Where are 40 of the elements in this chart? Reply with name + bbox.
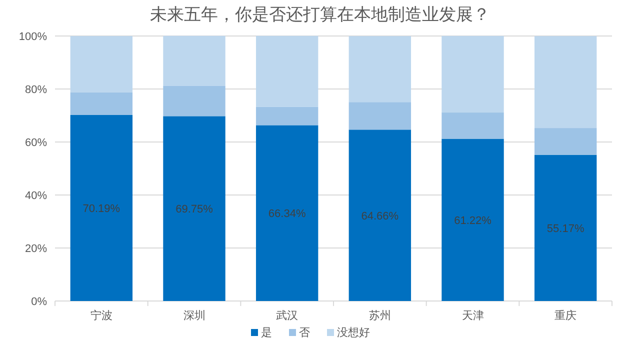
bar — [163, 116, 226, 301]
y-tick-label: 60% — [24, 137, 48, 149]
bar — [442, 138, 504, 301]
x-tick-label: 宁波 — [90, 309, 112, 322]
data-label: 55.17% — [546, 222, 584, 235]
bar — [163, 86, 226, 116]
x-tick-label: 深圳 — [183, 309, 206, 322]
data-label: 64.66% — [361, 210, 399, 222]
data-label: 66.34% — [268, 208, 306, 220]
bar — [70, 36, 133, 92]
bar — [348, 36, 412, 102]
bar — [534, 128, 597, 155]
data-label: 69.75% — [176, 204, 214, 216]
bar — [348, 102, 412, 130]
bar — [256, 106, 318, 126]
y-tick-label: 80% — [24, 84, 48, 96]
bar — [442, 36, 504, 113]
bar — [534, 36, 597, 128]
x-tick-label: 天津 — [462, 309, 484, 322]
x-tick-label: 重庆 — [554, 309, 577, 322]
y-tick-label: 20% — [24, 243, 48, 255]
data-label: 70.19% — [82, 203, 120, 215]
y-tick-label: 0% — [31, 296, 48, 308]
bar — [163, 36, 226, 86]
y-tick-label: 100% — [18, 31, 48, 43]
bar — [70, 92, 133, 115]
chart-title: 未来五年，你是否还打算在本地制造业发展？ — [150, 5, 490, 24]
bar — [256, 36, 318, 107]
x-tick-label: 苏州 — [368, 309, 391, 322]
y-tick-label: 40% — [24, 190, 48, 202]
x-tick-label: 武汉 — [276, 309, 298, 322]
data-label: 61.22% — [454, 214, 492, 227]
bar — [534, 154, 597, 301]
legend-label: 是 — [261, 327, 272, 339]
bar — [348, 130, 412, 301]
bar — [442, 112, 504, 139]
bar — [70, 114, 133, 301]
legend-label: 否 — [299, 327, 310, 339]
legend-label: 没想好 — [337, 326, 370, 339]
bar — [256, 125, 318, 301]
